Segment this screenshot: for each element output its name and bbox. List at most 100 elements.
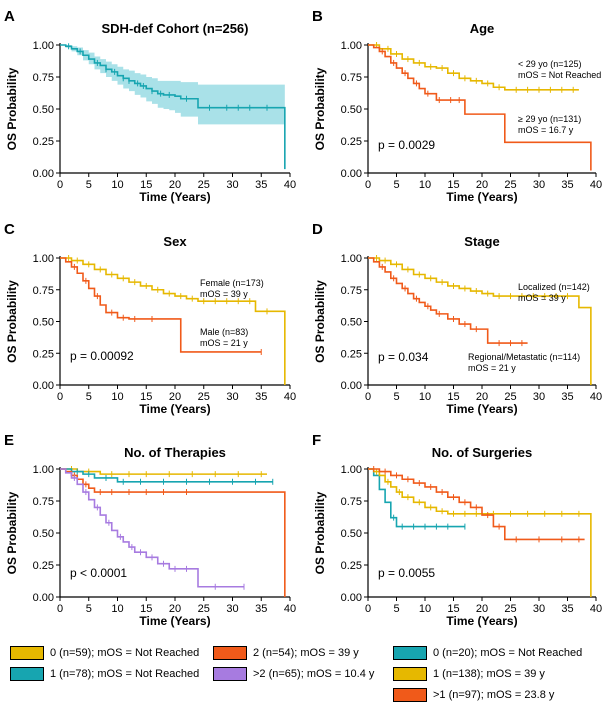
legend-item: 1 (n=138); mOS = 39 y <box>393 666 545 682</box>
y-tick-label: 0.00 <box>33 592 54 604</box>
x-tick-label: 15 <box>447 391 459 403</box>
x-axis-label: Time (Years) <box>446 402 517 416</box>
x-tick-label: 10 <box>111 391 123 403</box>
x-tick-label: 35 <box>255 603 267 615</box>
p-value-label: p = 0.0055 <box>378 566 435 580</box>
x-tick-label: 0 <box>57 179 63 191</box>
x-tick-label: 25 <box>504 603 516 615</box>
curve-annotation: Regional/Metastatic (n=114) <box>468 352 580 362</box>
legend-label: 2 (n=54); mOS = 39 y <box>253 647 359 659</box>
y-tick-label: 0.00 <box>33 380 54 392</box>
p-value-label: p = 0.034 <box>378 350 429 364</box>
km-curve-series-2 <box>60 468 286 597</box>
km-curve-series-1 <box>368 44 592 171</box>
y-tick-label: 0.50 <box>341 528 362 540</box>
y-axis-label: OS Probability <box>313 67 327 150</box>
legend-item: >2 (n=65); mOS = 10.4 y <box>213 666 374 682</box>
legend-label: >1 (n=97); mOS = 23.8 y <box>433 689 555 701</box>
km-panel-E: E No. of Therapies 0 5 10 15 20 25 30 35 40 0.00 0.2… <box>4 432 296 628</box>
legend-swatch <box>393 646 427 660</box>
curve-annotation: mOS = 39 y <box>518 293 566 303</box>
km-panel-C: C Sex 0 5 10 15 20 25 30 35 40 0.00 0.25 0.50 0.75 1.00… <box>4 221 296 416</box>
x-tick-label: 20 <box>476 391 488 403</box>
x-tick-label: 30 <box>226 603 238 615</box>
y-tick-label: 0.00 <box>341 168 362 180</box>
legend-label: 0 (n=20); mOS = Not Reached <box>433 647 583 659</box>
curve-annotation: Male (n=83) <box>200 327 248 337</box>
legend-item: 0 (n=20); mOS = Not Reached <box>393 645 582 661</box>
y-tick-label: 0.75 <box>33 285 54 297</box>
panel-letter: B <box>312 8 323 25</box>
x-tick-label: 10 <box>111 603 123 615</box>
y-tick-label: 0.50 <box>341 104 362 116</box>
legend-swatch <box>10 646 44 660</box>
y-tick-label: 1.00 <box>341 464 362 476</box>
x-tick-label: 5 <box>393 391 399 403</box>
x-tick-label: 5 <box>86 179 92 191</box>
panel-title: Stage <box>464 234 499 249</box>
panel-title: No. of Therapies <box>124 445 226 460</box>
y-tick-label: 1.00 <box>341 40 362 52</box>
p-value-label: p < 0.0001 <box>70 566 127 580</box>
km-curve-series-1 <box>368 468 592 597</box>
y-tick-label: 1.00 <box>33 253 54 265</box>
km-curve-series-3 <box>60 468 244 588</box>
y-axis-label: OS Probability <box>313 280 327 363</box>
confidence-band <box>60 45 285 125</box>
x-tick-label: 30 <box>533 179 545 191</box>
x-tick-label: 5 <box>86 391 92 403</box>
y-tick-label: 0.25 <box>33 136 54 148</box>
panel-letter: F <box>312 432 321 449</box>
y-tick-label: 0.50 <box>33 104 54 116</box>
legend-item: 0 (n=59); mOS = Not Reached <box>10 645 199 661</box>
curve-annotation: < 29 yo (n=125) <box>518 59 582 69</box>
x-tick-label: 30 <box>533 391 545 403</box>
x-tick-label: 10 <box>419 391 431 403</box>
x-tick-label: 0 <box>365 391 371 403</box>
x-tick-label: 40 <box>284 179 296 191</box>
y-tick-label: 0.75 <box>341 496 362 508</box>
legend-label: >2 (n=65); mOS = 10.4 y <box>253 668 375 680</box>
y-tick-label: 0.75 <box>341 72 362 84</box>
x-tick-label: 10 <box>419 179 431 191</box>
legend-swatch <box>213 646 247 660</box>
y-tick-label: 0.25 <box>341 348 362 360</box>
x-tick-label: 30 <box>533 603 545 615</box>
x-tick-label: 35 <box>561 391 573 403</box>
km-panel-B: B Age 0 5 10 15 20 25 30 35 40 0.00 0.25 0.50 0.75 1.00… <box>312 8 602 204</box>
y-tick-label: 0.75 <box>341 285 362 297</box>
y-axis-label: OS Probability <box>5 280 19 363</box>
x-tick-label: 40 <box>284 391 296 403</box>
x-axis-label: Time (Years) <box>446 190 517 204</box>
legend-item: 1 (n=78); mOS = Not Reached <box>10 666 199 682</box>
y-tick-label: 0.25 <box>341 136 362 148</box>
x-tick-label: 0 <box>57 603 63 615</box>
y-tick-label: 0.25 <box>341 560 362 572</box>
panel-letter: C <box>4 221 15 238</box>
x-axis-label: Time (Years) <box>446 614 517 628</box>
legend-label: 1 (n=138); mOS = 39 y <box>433 668 545 680</box>
y-tick-label: 0.75 <box>33 496 54 508</box>
x-tick-label: 35 <box>561 603 573 615</box>
legend-swatch <box>10 667 44 681</box>
legend-label: 1 (n=78); mOS = Not Reached <box>50 668 200 680</box>
y-tick-label: 0.25 <box>33 348 54 360</box>
curve-annotation: mOS = 21 y <box>200 338 248 348</box>
x-tick-label: 25 <box>504 391 516 403</box>
x-tick-label: 25 <box>198 179 210 191</box>
x-tick-label: 20 <box>169 391 181 403</box>
legend-item: 2 (n=54); mOS = 39 y <box>213 645 359 661</box>
x-tick-label: 15 <box>140 179 152 191</box>
curve-annotation: Localized (n=142) <box>518 282 590 292</box>
y-axis-label: OS Probability <box>5 67 19 150</box>
x-tick-label: 0 <box>57 391 63 403</box>
y-axis-label: OS Probability <box>5 491 19 574</box>
y-tick-label: 0.50 <box>33 528 54 540</box>
km-curve-series-0 <box>368 468 465 528</box>
x-tick-label: 40 <box>590 391 602 403</box>
legend-item: >1 (n=97); mOS = 23.8 y <box>393 687 554 703</box>
x-axis-label: Time (Years) <box>139 190 210 204</box>
x-tick-label: 25 <box>504 179 516 191</box>
y-tick-label: 1.00 <box>33 40 54 52</box>
